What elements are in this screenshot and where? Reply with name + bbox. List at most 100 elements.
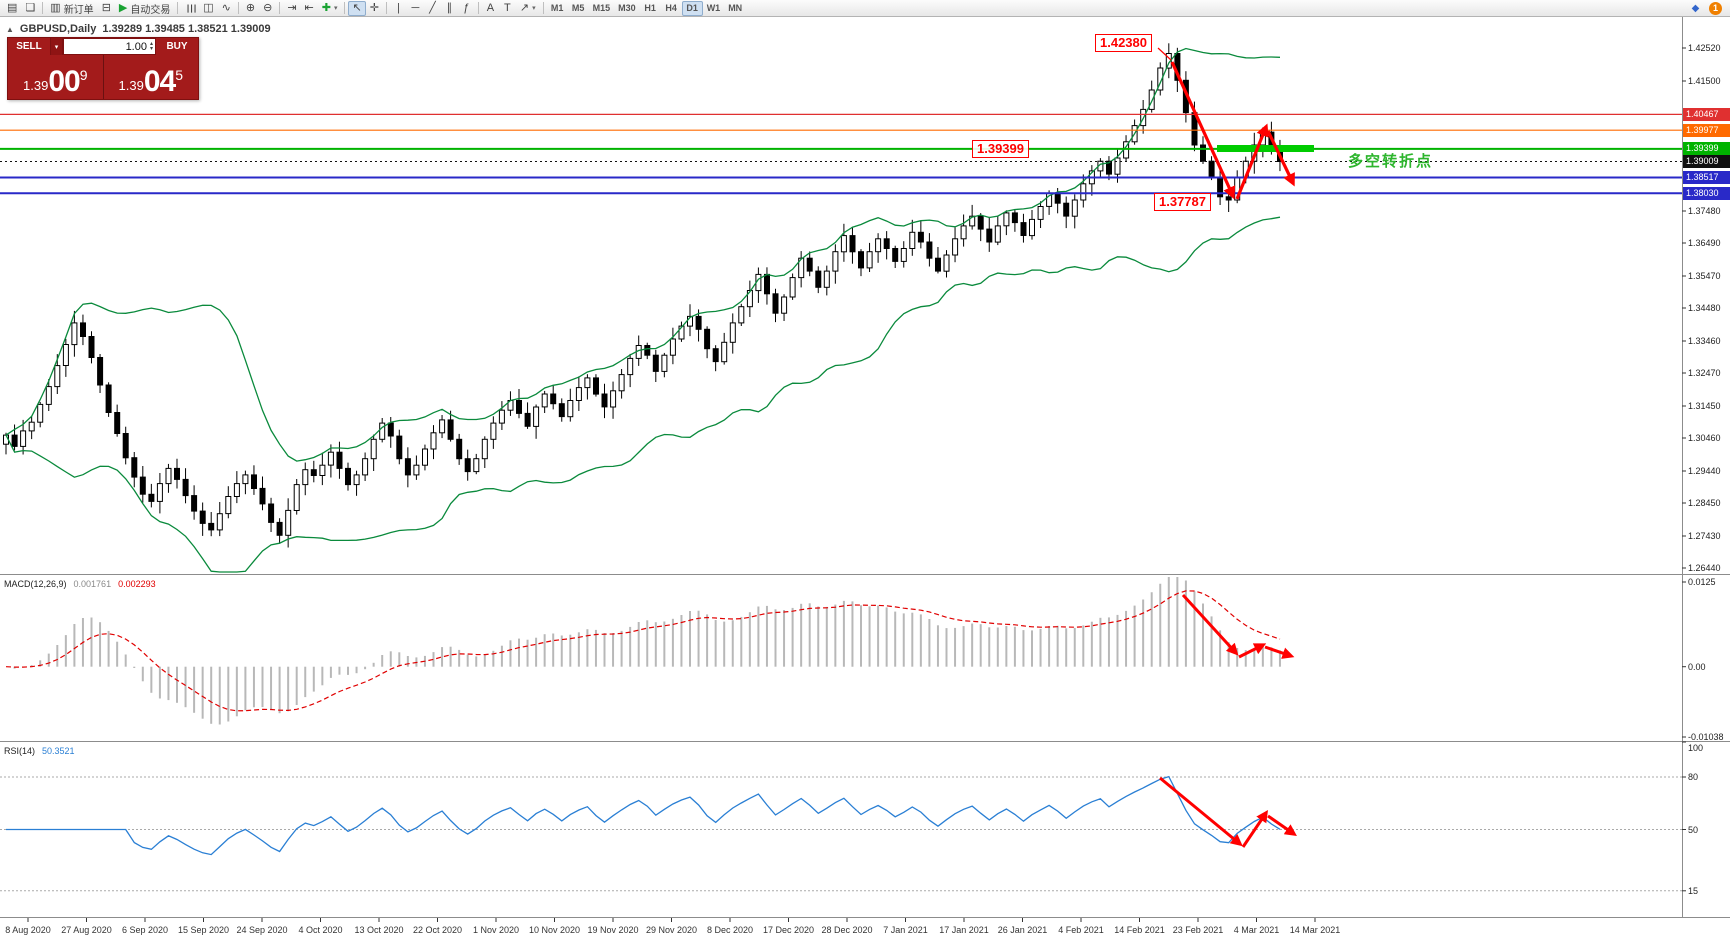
volume-field[interactable]: 1.00 ▴ ▾ bbox=[63, 38, 156, 55]
arrows-tool-icon: ↗ bbox=[519, 1, 530, 14]
bollinger-upper-band bbox=[5, 47, 1281, 462]
trend-arrow-rsi[interactable] bbox=[1159, 776, 1243, 847]
vertical-line-button[interactable]: | bbox=[390, 1, 407, 16]
arrows-tool-button[interactable]: ↗ ▾ bbox=[516, 1, 540, 16]
trendline-icon: ╱ bbox=[429, 1, 436, 14]
profiles-icon: ❏ bbox=[25, 1, 36, 14]
indicators-button[interactable]: ✚ ▾ bbox=[318, 1, 342, 16]
market-watch-button[interactable]: ⊟ bbox=[98, 1, 115, 16]
toolbar-separator bbox=[177, 2, 179, 14]
chart-ohlc-values: 1.39289 1.39485 1.38521 1.39009 bbox=[102, 23, 271, 35]
line-chart-button[interactable]: ∿ bbox=[218, 1, 235, 16]
sell-button[interactable]: SELL bbox=[8, 38, 50, 55]
autotrading-icon: ▶ bbox=[118, 1, 128, 14]
fibonacci-button[interactable]: ƒ bbox=[458, 1, 475, 16]
spinner-up-icon[interactable]: ▴ bbox=[149, 40, 153, 47]
order-type-dropdown[interactable]: ▾ bbox=[50, 38, 63, 55]
sell-price-button[interactable]: 1.39 00 9 bbox=[8, 55, 103, 99]
horizontal-line-icon: ─ bbox=[411, 1, 420, 14]
text-icon: A bbox=[486, 1, 495, 14]
notification-badge[interactable]: 1 bbox=[1709, 1, 1722, 15]
timeframe-button-m30[interactable]: M30 bbox=[618, 3, 636, 13]
buy-price-prefix: 1.39 bbox=[118, 78, 144, 93]
timeframe-button-h4[interactable]: H4 bbox=[665, 3, 677, 13]
market-watch-icon: ⊟ bbox=[101, 1, 111, 14]
toolbar-separator bbox=[385, 2, 387, 14]
toolbar-separator bbox=[542, 2, 544, 14]
spinner-down-icon[interactable]: ▾ bbox=[149, 45, 153, 52]
zoom-in-icon: ⊕ bbox=[245, 1, 256, 14]
trend-arrow-rsi[interactable] bbox=[1267, 814, 1297, 837]
label-pointer-line bbox=[1157, 47, 1172, 61]
text-button[interactable]: A bbox=[482, 1, 499, 16]
timeframe-button-m15[interactable]: M15 bbox=[592, 3, 611, 13]
volume-value: 1.00 bbox=[125, 40, 147, 53]
trend-arrow-main[interactable] bbox=[1235, 123, 1269, 200]
layout-icon[interactable]: ◆ bbox=[1691, 2, 1700, 14]
buy-button[interactable]: BUY bbox=[156, 38, 198, 55]
cursor-button[interactable]: ↖ bbox=[348, 0, 366, 16]
dropdown-caret-icon: ▾ bbox=[532, 5, 536, 12]
timeframe-button-w1[interactable]: W1 bbox=[706, 3, 721, 13]
chart-shift-icon: ⇤ bbox=[304, 1, 314, 14]
auto-scroll-button[interactable]: ⇥ bbox=[283, 1, 300, 16]
trend-arrow-macd[interactable] bbox=[1238, 643, 1267, 659]
timeframe-button-m5[interactable]: M5 bbox=[571, 3, 585, 13]
buy-price-button[interactable]: 1.39 04 5 bbox=[104, 55, 199, 99]
label-icon: T bbox=[504, 1, 511, 14]
new-order-icon: ▥ bbox=[50, 1, 61, 14]
vertical-line-icon: | bbox=[396, 1, 400, 14]
main-toolbar: ▤ ❏ ▥ 新订单 ⊟ ▶ 自动交易 ☰ ◫ ∿ ⊕ ⊖ ⇥ ⇤ ✚ ▾ ↖ ✛ | ─ ╱ ∥ ƒ A T ↗ ▾ M1 M5 M15 M… bbox=[0, 0, 1730, 17]
new-chart-button[interactable]: ▤ bbox=[3, 1, 21, 16]
toolbar-separator bbox=[279, 2, 281, 14]
indicators-icon: ✚ bbox=[321, 1, 331, 14]
label-button[interactable]: T bbox=[499, 1, 516, 16]
bar-chart-button[interactable]: ☰ bbox=[181, 1, 199, 16]
channel-button[interactable]: ∥ bbox=[441, 1, 458, 16]
horizontal-line-button[interactable]: ─ bbox=[407, 1, 424, 16]
crosshair-icon: ✛ bbox=[369, 1, 379, 14]
zoom-out-button[interactable]: ⊖ bbox=[259, 1, 276, 16]
chart-shift-button[interactable]: ⇤ bbox=[301, 1, 318, 16]
new-order-button-label: 新订单 bbox=[63, 4, 94, 16]
candlestick-chart-button[interactable]: ◫ bbox=[199, 1, 217, 16]
crosshair-button[interactable]: ✛ bbox=[366, 1, 383, 16]
zoom-out-icon: ⊖ bbox=[263, 1, 273, 14]
autotrading-button[interactable]: ▶ 自动交易 bbox=[115, 1, 174, 16]
toolbar-separator bbox=[344, 2, 346, 14]
candlestick-series bbox=[3, 43, 1283, 548]
chart-title: ▲ GBPUSD,Daily 1.39289 1.39485 1.38521 1… bbox=[6, 23, 271, 35]
timeframe-button-m1[interactable]: M1 bbox=[550, 3, 564, 13]
collapse-panel-icon[interactable]: ▲ bbox=[6, 24, 14, 34]
bar-chart-icon: ☰ bbox=[184, 3, 197, 13]
zoom-in-button[interactable]: ⊕ bbox=[242, 1, 259, 16]
one-click-trading-panel: SELL ▾ 1.00 ▴ ▾ BUY 1.39 00 9 1.39 04 5 bbox=[7, 37, 199, 100]
trend-arrow-macd[interactable] bbox=[1264, 645, 1295, 659]
candlestick-chart-icon: ◫ bbox=[203, 1, 214, 14]
autotrading-button-label: 自动交易 bbox=[130, 4, 171, 16]
trendline-button[interactable]: ╱ bbox=[424, 1, 441, 16]
timeframe-button-h1[interactable]: H1 bbox=[644, 3, 656, 13]
toolbar-separator bbox=[237, 2, 239, 14]
support-zone-bar[interactable] bbox=[1217, 145, 1314, 152]
new-order-button[interactable]: ▥ 新订单 bbox=[46, 1, 97, 16]
trend-arrow-macd[interactable] bbox=[1181, 593, 1239, 656]
macd-histogram bbox=[13, 577, 1281, 725]
price-divider bbox=[102, 55, 104, 99]
rsi-line bbox=[6, 775, 1281, 856]
buy-price-main: 04 bbox=[143, 64, 176, 98]
dropdown-caret-icon: ▾ bbox=[333, 5, 338, 12]
timeframe-button-d1[interactable]: D1 bbox=[681, 0, 703, 16]
toolbar-separator bbox=[477, 2, 479, 14]
cursor-icon: ↖ bbox=[352, 1, 362, 14]
new-chart-icon: ▤ bbox=[7, 1, 18, 14]
fibonacci-icon: ƒ bbox=[463, 1, 470, 14]
trend-arrow-main[interactable] bbox=[1266, 130, 1295, 187]
trend-arrow-main[interactable] bbox=[1170, 61, 1236, 200]
volume-spinner[interactable]: ▴ ▾ bbox=[149, 40, 153, 52]
timeframe-button-mn[interactable]: MN bbox=[728, 3, 743, 13]
trend-arrow-rsi[interactable] bbox=[1241, 810, 1269, 848]
profiles-button[interactable]: ❏ bbox=[21, 1, 39, 16]
